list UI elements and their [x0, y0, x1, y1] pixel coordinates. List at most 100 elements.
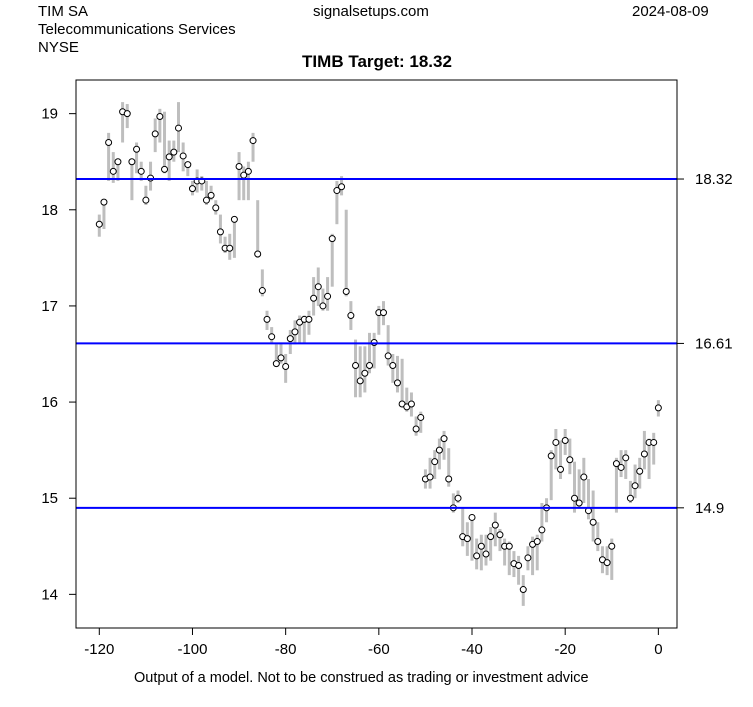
close-point: [580, 473, 588, 481]
close-point: [417, 413, 425, 421]
close-point: [538, 526, 546, 534]
close-point: [603, 559, 611, 567]
close-point: [184, 161, 192, 169]
close-point: [114, 158, 122, 166]
close-point: [468, 513, 476, 521]
close-point: [263, 315, 271, 323]
chart-title: TIMB Target: 18.32: [302, 52, 452, 71]
close-point: [310, 294, 318, 302]
close-point: [338, 183, 346, 191]
close-point: [328, 235, 336, 243]
close-point: [650, 438, 658, 446]
close-point: [552, 438, 560, 446]
close-point: [636, 467, 644, 475]
close-point: [105, 138, 113, 146]
close-point: [361, 369, 369, 377]
close-point: [515, 562, 523, 570]
close-point: [347, 312, 355, 320]
close-point: [524, 554, 532, 562]
close-point: [519, 586, 527, 594]
close-point: [333, 187, 341, 195]
close-point: [356, 377, 364, 385]
y-tick-label: 17: [41, 298, 58, 315]
y-tick-label: 14: [41, 586, 58, 603]
close-point: [482, 550, 490, 558]
close-point: [454, 494, 462, 502]
close-point: [612, 460, 620, 468]
close-point: [179, 152, 187, 160]
close-point: [324, 292, 332, 300]
x-tick-label: -80: [275, 641, 297, 658]
close-point: [352, 362, 360, 370]
x-tick-label: -120: [84, 641, 114, 658]
close-point: [571, 494, 579, 502]
close-point: [258, 287, 266, 295]
close-point: [142, 196, 150, 204]
close-point: [314, 283, 322, 291]
close-point: [123, 110, 131, 118]
x-tick-label: 0: [654, 641, 662, 658]
close-point: [156, 113, 164, 121]
close-point: [100, 198, 108, 206]
close-point: [412, 425, 420, 433]
close-point: [165, 153, 173, 161]
close-point: [202, 196, 210, 204]
close-point: [626, 494, 634, 502]
close-point: [319, 302, 327, 310]
company-name: TIM SA: [38, 3, 89, 20]
close-point: [608, 542, 616, 550]
close-point: [533, 537, 541, 545]
close-point: [379, 309, 387, 317]
close-point: [286, 335, 294, 343]
close-point: [366, 362, 374, 370]
close-point: [151, 130, 159, 138]
x-tick-label: -20: [554, 641, 576, 658]
close-point: [561, 437, 569, 445]
close-point: [170, 148, 178, 156]
close-point: [445, 475, 453, 483]
close-point: [174, 124, 182, 132]
close-point: [207, 191, 215, 199]
close-point: [622, 454, 630, 462]
site-label: signalsetups.com: [313, 3, 429, 20]
close-point: [384, 352, 392, 360]
close-point: [654, 404, 662, 412]
close-point: [342, 288, 350, 296]
close-point: [249, 137, 257, 145]
close-point: [575, 499, 583, 507]
close-point: [226, 244, 234, 252]
close-point: [640, 450, 648, 458]
x-tick-label: -100: [177, 641, 207, 658]
close-point: [431, 458, 439, 466]
disclaimer: Output of a model. Not to be construed a…: [134, 670, 589, 686]
target-label: 16.61: [695, 335, 733, 352]
close-point: [566, 456, 574, 464]
close-point: [617, 463, 625, 471]
close-point: [631, 482, 639, 490]
close-point: [282, 362, 290, 370]
close-point: [128, 158, 136, 166]
x-tick-label: -60: [368, 641, 390, 658]
close-point: [305, 315, 313, 323]
close-point: [557, 465, 565, 473]
y-tick-label: 16: [41, 394, 58, 411]
close-point: [212, 204, 220, 212]
close-point: [496, 531, 504, 539]
close-point: [491, 521, 499, 529]
close-point: [477, 542, 485, 550]
close-point: [291, 328, 299, 336]
close-point: [268, 333, 276, 341]
target-label: 18.32: [695, 171, 733, 188]
close-point: [216, 228, 224, 236]
close-point: [407, 400, 415, 408]
y-tick-label: 18: [41, 202, 58, 219]
close-point: [137, 167, 145, 175]
close-point: [109, 167, 117, 175]
close-point: [594, 537, 602, 545]
close-point: [426, 473, 434, 481]
close-point: [505, 542, 513, 550]
close-point: [235, 163, 243, 171]
close-point: [161, 165, 169, 173]
close-point: [547, 452, 555, 460]
